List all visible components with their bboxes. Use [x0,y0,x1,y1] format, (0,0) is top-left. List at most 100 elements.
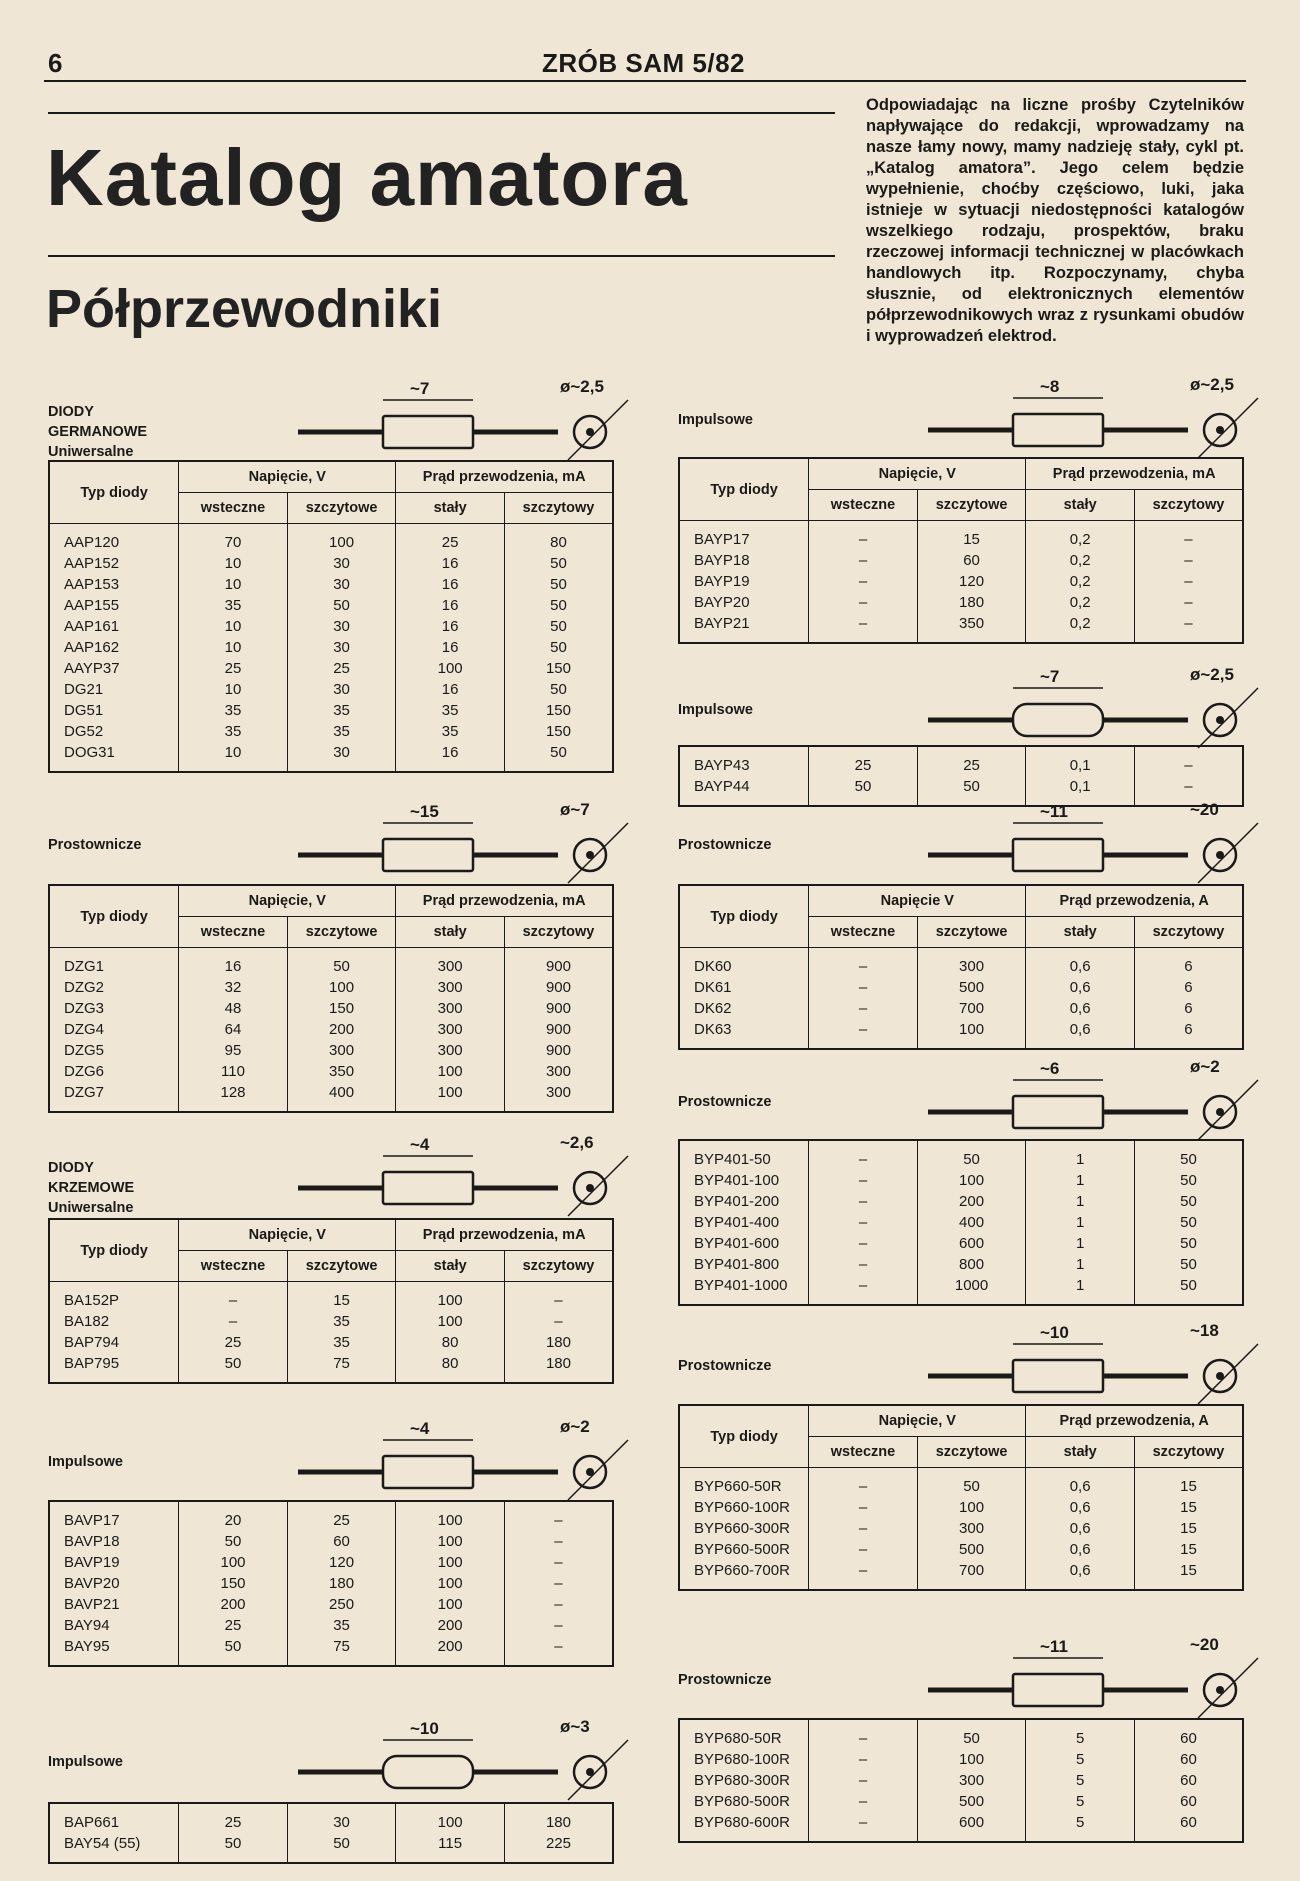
diode-table: BYP401-50–50 1 50 BYP401-100–100 1 50 BYP401-2… [678,1139,1244,1306]
diode-type: BYP660-500R [694,1541,790,1558]
table-subheader-row: wsteczne szczytowe stały szczytowy [49,916,614,948]
value-cell: 800 [916,1254,1026,1275]
value-cell: 16 [395,616,505,637]
value-cell: – [808,1191,918,1212]
dimension-length: ~11 [1040,1637,1068,1656]
spacer-row [679,1581,1243,1590]
table-row: BYP680-50R –50 5 60 [679,1728,1243,1749]
diode-type: DZG3 [64,1000,105,1017]
header-dc-current: stały [395,1250,505,1282]
header-voltage: Napięcie, V [178,460,397,493]
table-row: BYP660-500R –500 0,6 15 [679,1539,1243,1560]
value-cell: 50 [286,595,396,616]
header-current: Prąd przewodzenia, mA [395,884,614,917]
value-cell: 25 [178,1332,288,1353]
table-row: BYP401-400 –400 1 50 [679,1212,1243,1233]
value-cell: 128 [178,1082,288,1103]
diode-type: BAYP43 [694,757,750,774]
table-row: BAYP21–350 0,2– [679,613,1243,634]
diode-table: BAVP17 20 25 100– BAVP18 50 60 100– BAVP19 100 120… [48,1500,614,1667]
table-row: DZG2 32 100 300 900 [49,977,613,998]
value-cell: 50 [503,637,613,658]
spacer-row [679,520,1243,529]
table-row: BAVP17 20 25 100– [49,1510,613,1531]
value-cell: 120 [916,571,1026,592]
value-cell: 1 [1025,1149,1135,1170]
value-cell: 10 [178,637,288,658]
value-cell: 10 [178,574,288,595]
table-row: AAP155 35 50 16 50 [49,595,613,616]
spacer-row [49,1281,613,1290]
diode-type: DZG2 [64,979,105,996]
section-label: Impulsowe [678,700,753,720]
package-drawing: ~10 ~18 [928,1321,1259,1405]
table-subheader-row: wsteczne szczytowe stały szczytowy [679,916,1244,948]
diode-type: BAY94 [64,1617,110,1634]
value-cell: – [808,1518,918,1539]
value-cell: 50 [1133,1254,1243,1275]
dimension-diameter: ø~2,5 [1190,375,1234,394]
header-reverse-voltage: wsteczne [808,489,918,521]
spacer-row [49,763,613,772]
diameter-line [567,399,629,461]
diode-type: BAP661 [64,1814,120,1831]
lead-dot [1216,716,1224,724]
table-row: DZG3 48 150 300 900 [49,998,613,1019]
value-cell: 1 [1025,1233,1135,1254]
value-cell: 35 [395,700,505,721]
value-cell: 50 [1133,1191,1243,1212]
section-label: Prostownicze [48,835,141,855]
value-cell: 0,6 [1025,1019,1135,1040]
table-row: BYP401-100 –100 1 50 [679,1170,1243,1191]
header-reverse-voltage: wsteczne [178,1250,288,1282]
value-cell: – [503,1290,613,1311]
diode-body [381,414,475,450]
subgroup-title: Uniwersalne [48,444,134,460]
value-cell: 0,1 [1025,776,1135,797]
diode-type: BA152P [64,1292,120,1309]
diameter-line [567,1155,629,1217]
table-row: BAYP18–60 0,2– [679,550,1243,571]
value-cell: – [808,1170,918,1191]
table-row: AAP120 70 100 25 80 [49,532,613,553]
value-cell: – [808,529,918,550]
dimension-length: ~15 [410,802,439,821]
table-row: DOG31 10 30 16 50 [49,742,613,763]
dimension-length: ~7 [410,379,429,398]
value-cell: 5 [1025,1728,1135,1749]
header-peak-voltage: szczytowe [916,489,1027,521]
spacer-row [679,1719,1243,1728]
value-cell: 5 [1025,1770,1135,1791]
spacer-row [49,1854,613,1863]
table-row: DZG5 95 300 300 900 [49,1040,613,1061]
value-cell: 0,6 [1025,956,1135,977]
diode-body [381,1754,475,1790]
lead-dot [586,1184,594,1192]
table-row: DK63 –100 0,6 6 [679,1019,1243,1040]
diode-type: DZG4 [64,1021,105,1038]
value-cell: 30 [286,1812,396,1833]
diode-body [1011,412,1105,448]
header-peak-voltage: szczytowe [916,916,1027,948]
diode-type: AAP162 [64,639,120,656]
section-label: DIODY GERMANOWE Uniwersalne [48,402,147,462]
table-row: DG51 35 35 35 150 [49,700,613,721]
diode-body [1011,1094,1105,1130]
header-peak-current: szczytowy [503,1250,614,1282]
value-cell: 60 [1133,1791,1243,1812]
subgroup-title: Prostownicze [678,1672,772,1688]
value-cell: – [808,1770,918,1791]
value-cell: – [1133,613,1243,634]
header-type: Typ diody [678,1404,810,1468]
spacer-row [49,523,613,532]
subgroup-title: Prostownicze [678,1094,772,1110]
value-cell: 225 [503,1833,613,1854]
subgroup-title: Impulsowe [678,412,753,428]
table-row: DK60 –300 0,6 6 [679,956,1243,977]
value-cell: 16 [395,595,505,616]
table-row: DG21 10 30 16 50 [49,679,613,700]
value-cell: 75 [286,1636,396,1657]
header-type: Typ diody [48,884,180,948]
table-row: BYP401-1000 –1000 1 50 [679,1275,1243,1296]
value-cell: 50 [808,776,918,797]
